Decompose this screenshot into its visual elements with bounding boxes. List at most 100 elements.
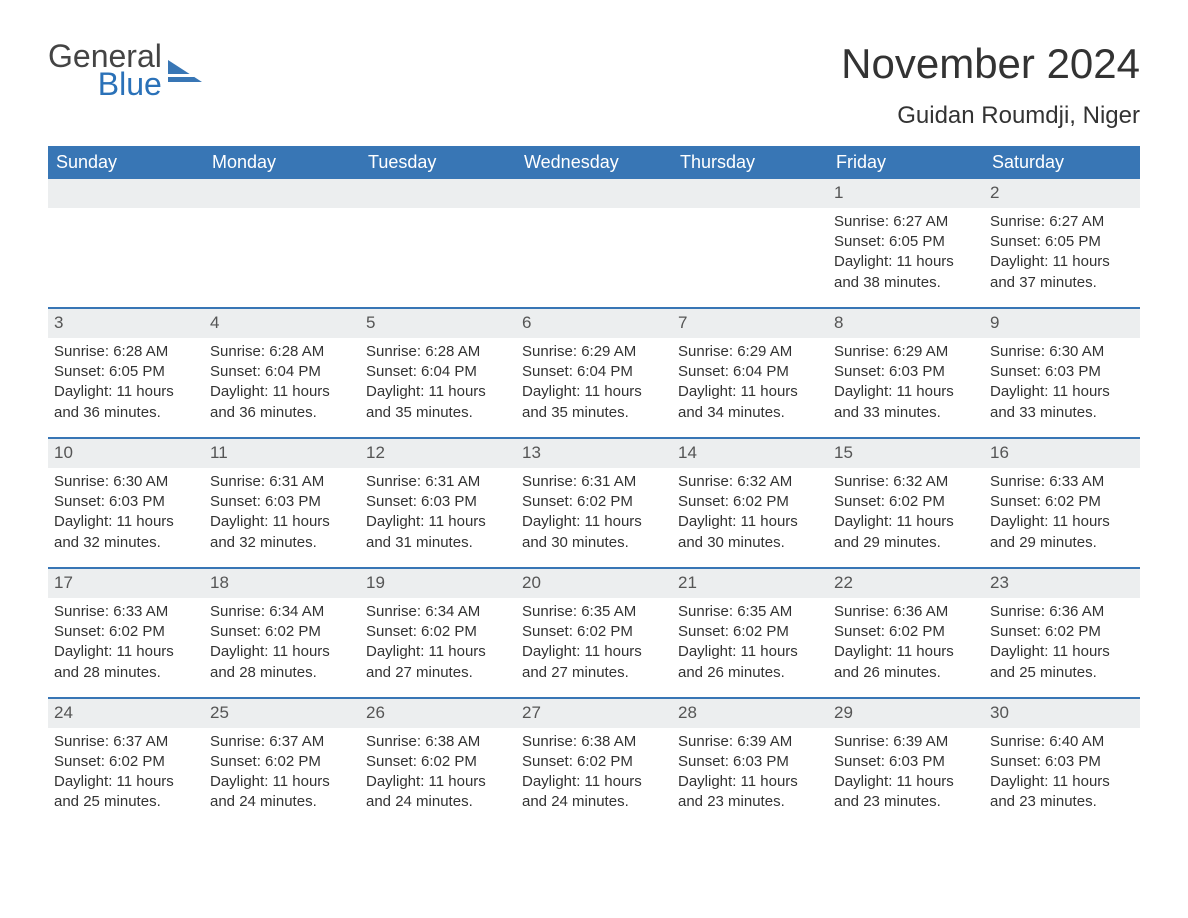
calendar-cell: 2 Sunrise: 6:27 AMSunset: 6:05 PMDaylight… (984, 179, 1140, 307)
weekday-header: Tuesday (360, 146, 516, 179)
daylight-text: Daylight: 11 hours and 28 minutes. (210, 642, 354, 683)
sunrise-text: Sunrise: 6:33 AM (990, 472, 1134, 492)
calendar-cell: 30Sunrise: 6:40 AMSunset: 6:03 PMDayligh… (984, 699, 1140, 827)
sunset-text: Sunset: 6:05 PM (54, 362, 198, 382)
calendar-cell (672, 179, 828, 307)
day-details: Sunrise: 6:34 AMSunset: 6:02 PMDaylight:… (360, 602, 516, 683)
day-number (516, 179, 672, 208)
day-number: 26 (360, 699, 516, 728)
sunrise-text: Sunrise: 6:32 AM (834, 472, 978, 492)
day-number: 30 (984, 699, 1140, 728)
day-details: Sunrise: 6:38 AMSunset: 6:02 PMDaylight:… (360, 732, 516, 813)
day-details: Sunrise: 6:28 AMSunset: 6:05 PMDaylight:… (48, 342, 204, 423)
day-number: 9 (984, 309, 1140, 338)
sunrise-text: Sunrise: 6:35 AM (522, 602, 666, 622)
calendar-cell: 14 Sunrise: 6:32 AMSunset: 6:02 PMDayligh… (672, 439, 828, 567)
sunset-text: Sunset: 6:02 PM (834, 622, 978, 642)
day-number: 3 (48, 309, 204, 338)
sunset-text: Sunset: 6:03 PM (834, 752, 978, 772)
daylight-text: Daylight: 11 hours and 25 minutes. (54, 772, 198, 813)
weekday-header: Saturday (984, 146, 1140, 179)
calendar-cell: 20Sunrise: 6:35 AMSunset: 6:02 PMDayligh… (516, 569, 672, 697)
day-number: 7 (672, 309, 828, 338)
daylight-text: Daylight: 11 hours and 23 minutes. (834, 772, 978, 813)
daylight-text: Daylight: 11 hours and 35 minutes. (366, 382, 510, 423)
calendar-cell: 12Sunrise: 6:31 AMSunset: 6:03 PMDayligh… (360, 439, 516, 567)
sunset-text: Sunset: 6:03 PM (678, 752, 822, 772)
day-number: 24 (48, 699, 204, 728)
sunset-text: Sunset: 6:02 PM (678, 622, 822, 642)
day-number: 10 (48, 439, 204, 468)
day-number: 12 (360, 439, 516, 468)
calendar-cell: 13Sunrise: 6:31 AMSunset: 6:02 PMDayligh… (516, 439, 672, 567)
day-number (672, 179, 828, 208)
sunrise-text: Sunrise: 6:28 AM (54, 342, 198, 362)
weekday-header: Thursday (672, 146, 828, 179)
calendar-cell: 23Sunrise: 6:36 AMSunset: 6:02 PMDayligh… (984, 569, 1140, 697)
daylight-text: Daylight: 11 hours and 32 minutes. (210, 512, 354, 553)
calendar-cell: 21Sunrise: 6:35 AMSunset: 6:02 PMDayligh… (672, 569, 828, 697)
daylight-text: Daylight: 11 hours and 27 minutes. (366, 642, 510, 683)
daylight-text: Daylight: 11 hours and 27 minutes. (522, 642, 666, 683)
day-details: Sunrise: 6:33 AMSunset: 6:02 PMDaylight:… (48, 602, 204, 683)
daylight-text: Daylight: 11 hours and 35 minutes. (522, 382, 666, 423)
calendar-cell: 18Sunrise: 6:34 AMSunset: 6:02 PMDayligh… (204, 569, 360, 697)
calendar-cell: 3 Sunrise: 6:28 AMSunset: 6:05 PMDaylight… (48, 309, 204, 437)
calendar-cell: 4Sunrise: 6:28 AMSunset: 6:04 PMDaylight… (204, 309, 360, 437)
day-details: Sunrise: 6:28 AMSunset: 6:04 PMDaylight:… (204, 342, 360, 423)
sunrise-text: Sunrise: 6:39 AM (834, 732, 978, 752)
brand-flag-icon (168, 60, 202, 82)
day-number (360, 179, 516, 208)
daylight-text: Daylight: 11 hours and 29 minutes. (834, 512, 978, 553)
sunrise-text: Sunrise: 6:27 AM (834, 212, 978, 232)
day-number: 27 (516, 699, 672, 728)
daylight-text: Daylight: 11 hours and 26 minutes. (834, 642, 978, 683)
calendar-cell: 16Sunrise: 6:33 AMSunset: 6:02 PMDayligh… (984, 439, 1140, 567)
daylight-text: Daylight: 11 hours and 38 minutes. (834, 252, 978, 293)
sunrise-text: Sunrise: 6:33 AM (54, 602, 198, 622)
daylight-text: Daylight: 11 hours and 26 minutes. (678, 642, 822, 683)
day-number (204, 179, 360, 208)
weekday-header: Sunday (48, 146, 204, 179)
day-number: 16 (984, 439, 1140, 468)
day-details: Sunrise: 6:32 AMSunset: 6:02 PMDaylight:… (672, 472, 828, 553)
weekday-header: Friday (828, 146, 984, 179)
day-number: 6 (516, 309, 672, 338)
day-details: Sunrise: 6:34 AMSunset: 6:02 PMDaylight:… (204, 602, 360, 683)
day-details: Sunrise: 6:35 AMSunset: 6:02 PMDaylight:… (672, 602, 828, 683)
day-details: Sunrise: 6:31 AMSunset: 6:03 PMDaylight:… (204, 472, 360, 553)
calendar-cell: 5Sunrise: 6:28 AMSunset: 6:04 PMDaylight… (360, 309, 516, 437)
daylight-text: Daylight: 11 hours and 23 minutes. (678, 772, 822, 813)
sunset-text: Sunset: 6:02 PM (54, 622, 198, 642)
sunrise-text: Sunrise: 6:27 AM (990, 212, 1134, 232)
sunset-text: Sunset: 6:02 PM (990, 492, 1134, 512)
day-details: Sunrise: 6:31 AMSunset: 6:02 PMDaylight:… (516, 472, 672, 553)
sunset-text: Sunset: 6:05 PM (834, 232, 978, 252)
sunset-text: Sunset: 6:05 PM (990, 232, 1134, 252)
sunset-text: Sunset: 6:04 PM (210, 362, 354, 382)
day-number: 28 (672, 699, 828, 728)
day-number: 5 (360, 309, 516, 338)
day-details: Sunrise: 6:27 AMSunset: 6:05 PMDaylight:… (984, 212, 1140, 293)
day-details: Sunrise: 6:27 AMSunset: 6:05 PMDaylight:… (828, 212, 984, 293)
sunset-text: Sunset: 6:04 PM (522, 362, 666, 382)
sunset-text: Sunset: 6:02 PM (522, 492, 666, 512)
day-details: Sunrise: 6:32 AMSunset: 6:02 PMDaylight:… (828, 472, 984, 553)
page-title: November 2024 (841, 40, 1140, 88)
daylight-text: Daylight: 11 hours and 28 minutes. (54, 642, 198, 683)
sunrise-text: Sunrise: 6:32 AM (678, 472, 822, 492)
calendar-cell: 6Sunrise: 6:29 AMSunset: 6:04 PMDaylight… (516, 309, 672, 437)
day-details: Sunrise: 6:30 AMSunset: 6:03 PMDaylight:… (984, 342, 1140, 423)
sunset-text: Sunset: 6:02 PM (834, 492, 978, 512)
day-number: 14 (672, 439, 828, 468)
daylight-text: Daylight: 11 hours and 37 minutes. (990, 252, 1134, 293)
day-details: Sunrise: 6:29 AMSunset: 6:04 PMDaylight:… (672, 342, 828, 423)
day-number: 15 (828, 439, 984, 468)
daylight-text: Daylight: 11 hours and 23 minutes. (990, 772, 1134, 813)
day-number: 17 (48, 569, 204, 598)
calendar-cell: 25Sunrise: 6:37 AMSunset: 6:02 PMDayligh… (204, 699, 360, 827)
daylight-text: Daylight: 11 hours and 25 minutes. (990, 642, 1134, 683)
sunrise-text: Sunrise: 6:30 AM (54, 472, 198, 492)
day-details: Sunrise: 6:37 AMSunset: 6:02 PMDaylight:… (48, 732, 204, 813)
day-number: 2 (984, 179, 1140, 208)
